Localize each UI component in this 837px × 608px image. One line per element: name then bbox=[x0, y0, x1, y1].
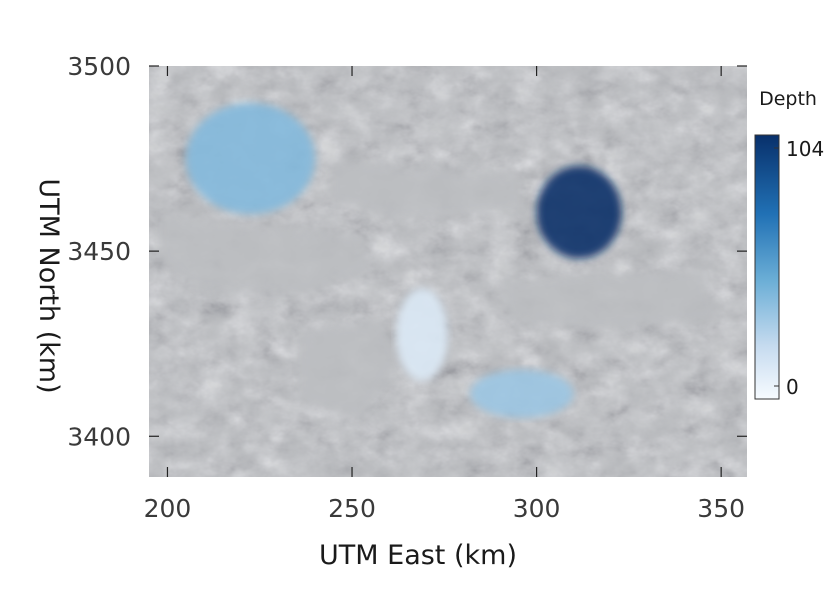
y-tick-labels: 3400 3450 3500 bbox=[67, 52, 131, 451]
y-tick-label-2: 3500 bbox=[67, 52, 131, 81]
x-tick-label-3: 350 bbox=[697, 494, 745, 523]
x-tick-label-0: 200 bbox=[144, 494, 192, 523]
x-tick-label-1: 250 bbox=[328, 494, 376, 523]
colorbar-min-label: 0 bbox=[786, 375, 799, 399]
colorbar bbox=[754, 134, 780, 400]
colorbar-max-label: 104 bbox=[786, 137, 824, 161]
plot-ticks bbox=[149, 65, 747, 477]
water-layer bbox=[185, 103, 622, 418]
relief-map bbox=[149, 66, 747, 477]
valley-floors bbox=[160, 160, 720, 420]
water-body-3 bbox=[470, 369, 574, 418]
y-tick-label-1: 3450 bbox=[67, 237, 131, 266]
y-axis-title: UTM North (km) bbox=[33, 178, 64, 393]
water-body-1 bbox=[185, 103, 316, 215]
x-tick-labels: 200 250 300 350 bbox=[144, 494, 745, 523]
colorbar-title: Depth bbox=[759, 88, 817, 110]
y-tick-label-0: 3400 bbox=[67, 422, 131, 451]
x-axis-title: UTM East (km) bbox=[319, 540, 517, 571]
water-body-4 bbox=[396, 288, 448, 381]
water-body-2 bbox=[536, 165, 622, 259]
x-tick-label-2: 300 bbox=[513, 494, 561, 523]
